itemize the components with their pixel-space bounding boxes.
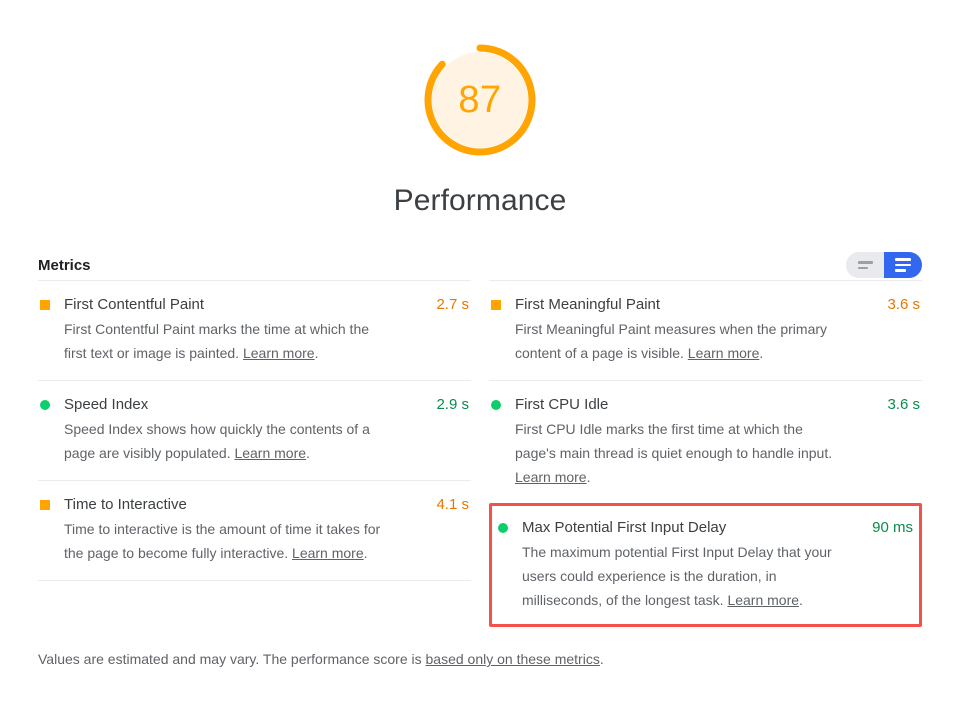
metric-description: Speed Index shows how quickly the conten…	[64, 421, 370, 461]
metric-name: First Contentful Paint	[64, 296, 205, 313]
metrics-grid: First Contentful Paint First Contentful P…	[38, 280, 922, 627]
metric-name: Max Potential First Input Delay	[522, 519, 727, 536]
expanded-list-icon	[895, 258, 911, 272]
metric-row: First Contentful Paint First Contentful P…	[38, 280, 471, 380]
toggle-collapsed-view[interactable]	[846, 252, 884, 278]
metric-head: First Meaningful Paint First Meaningful P…	[491, 295, 920, 365]
metric-value: 2.7 s	[436, 296, 469, 313]
metric-description: The maximum potential First Input Delay …	[522, 544, 832, 608]
metrics-view-toggle[interactable]	[846, 252, 922, 278]
metric-value: 2.9 s	[436, 396, 469, 413]
metric-description: Time to interactive is the amount of tim…	[64, 521, 381, 561]
metric-description: First Meaningful Paint measures when the…	[515, 321, 828, 361]
green-circle-icon	[40, 400, 50, 410]
gauge-ring-svg	[424, 44, 536, 156]
metric-body: First Meaningful Paint First Meaningful P…	[515, 295, 877, 365]
orange-square-icon	[491, 300, 501, 310]
metric-description: First CPU Idle marks the first time at w…	[515, 421, 833, 485]
metric-value: 3.6 s	[887, 296, 920, 313]
metric-description: First Contentful Paint marks the time at…	[64, 321, 370, 361]
metric-name: Speed Index	[64, 396, 149, 413]
metrics-header: Metrics	[38, 250, 922, 280]
metrics-footer-note: Values are estimated and may vary. The p…	[38, 649, 922, 669]
toggle-expanded-view[interactable]	[884, 252, 922, 278]
metric-body: Speed Index Speed Index shows how quickly…	[64, 395, 426, 465]
metric-body: Time to Interactive Time to interactive i…	[64, 495, 426, 565]
score-section: 87 Performance	[0, 0, 960, 218]
metric-head: First CPU Idle First CPU Idle marks the f…	[491, 395, 920, 489]
performance-gauge: 87	[418, 38, 542, 162]
metrics-column-left: First Contentful Paint First Contentful P…	[38, 280, 471, 627]
footer-text-before: Values are estimated and may vary. The p…	[38, 651, 426, 667]
metric-head: Speed Index Speed Index shows how quickly…	[40, 395, 469, 465]
gauge-fill	[432, 52, 528, 148]
learn-more-link[interactable]: Learn more	[234, 445, 307, 461]
learn-more-link[interactable]: Learn more	[292, 545, 364, 561]
collapsed-list-icon	[857, 261, 873, 269]
metrics-column-right: First Meaningful Paint First Meaningful P…	[489, 280, 922, 627]
metric-head: First Contentful Paint First Contentful P…	[40, 295, 469, 365]
metric-row: First Meaningful Paint First Meaningful P…	[489, 280, 922, 380]
green-circle-icon	[498, 523, 508, 533]
metric-row-highlighted: Max Potential First Input Delay The maxim…	[489, 503, 922, 627]
metric-name: Time to Interactive	[64, 496, 187, 513]
metric-head: Max Potential First Input Delay The maxim…	[498, 518, 913, 612]
orange-square-icon	[40, 500, 50, 510]
metric-value: 90 ms	[872, 519, 913, 536]
based-on-metrics-link[interactable]: based only on these metrics	[425, 651, 600, 667]
learn-more-link[interactable]: Learn more	[515, 469, 587, 485]
metric-row: First CPU Idle First CPU Idle marks the f…	[489, 380, 922, 504]
metric-head: Time to Interactive Time to interactive i…	[40, 495, 469, 565]
gauge-progress-arc	[424, 44, 536, 156]
learn-more-link[interactable]: Learn more	[242, 345, 315, 361]
metric-row: Speed Index Speed Index shows how quickly…	[38, 380, 471, 480]
metric-body: First Contentful Paint First Contentful P…	[64, 295, 426, 365]
footer-text-after: .	[599, 651, 604, 667]
learn-more-link[interactable]: Learn more	[727, 592, 800, 608]
learn-more-link[interactable]: Learn more	[687, 345, 760, 361]
page-title: Performance	[393, 184, 567, 217]
metric-body: First CPU Idle First CPU Idle marks the f…	[515, 395, 877, 489]
metric-name: First CPU Idle	[515, 396, 609, 413]
metric-value: 4.1 s	[436, 496, 469, 513]
metric-body: Max Potential First Input Delay The maxim…	[522, 518, 862, 612]
metric-name: First Meaningful Paint	[515, 296, 661, 313]
metric-row: Time to Interactive Time to interactive i…	[38, 480, 471, 581]
score-value: 87	[458, 78, 502, 121]
green-circle-icon	[491, 400, 501, 410]
orange-square-icon	[40, 300, 50, 310]
metrics-section-title: Metrics	[38, 256, 91, 274]
metric-value: 3.6 s	[887, 396, 920, 413]
